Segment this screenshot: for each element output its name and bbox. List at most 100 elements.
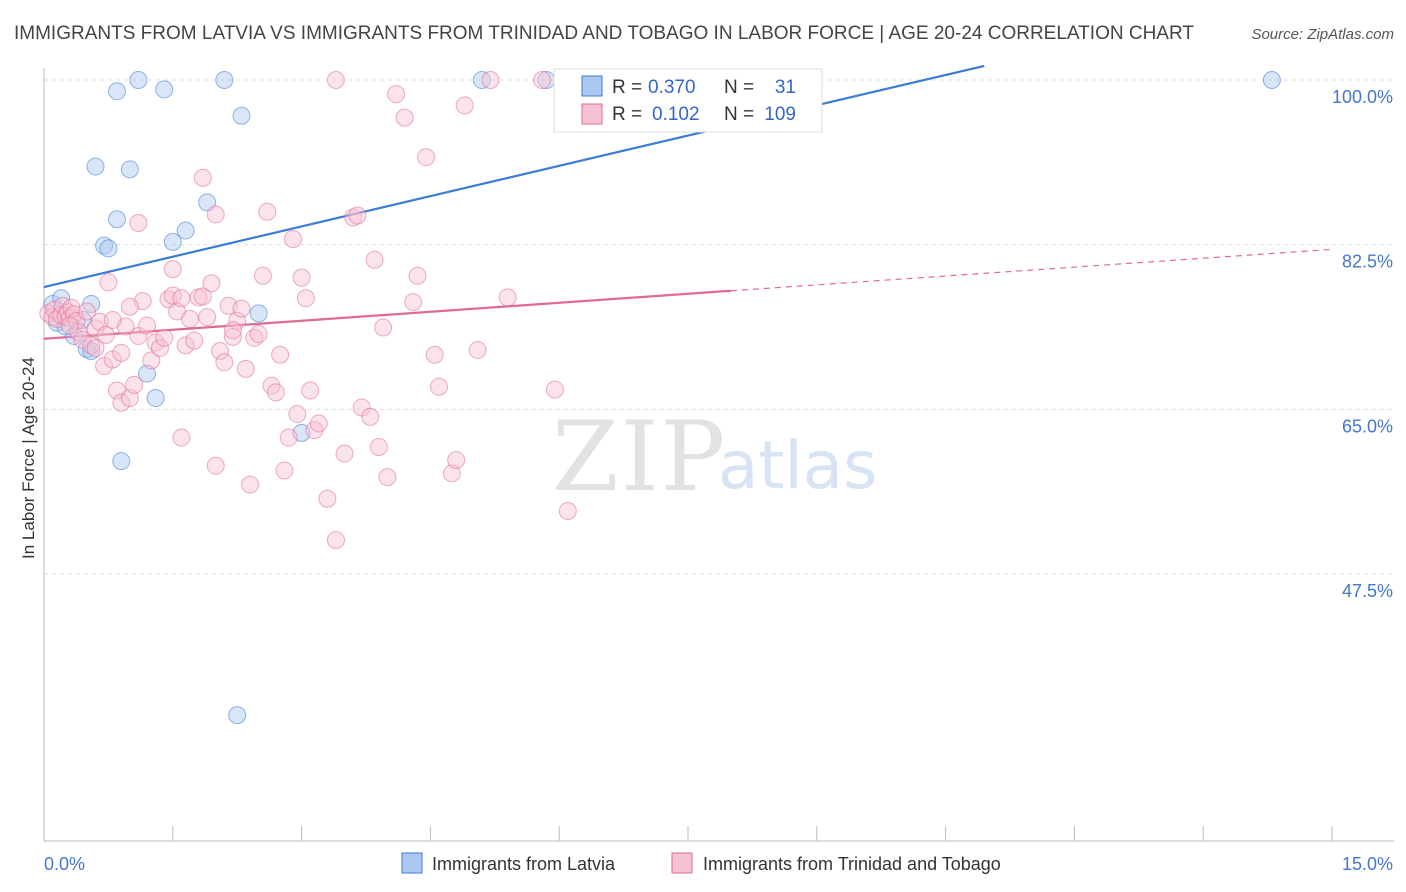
data-point	[86, 157, 105, 176]
legend-swatch-latvia	[401, 852, 423, 874]
data-point	[326, 531, 345, 550]
stats-r-value-latvia: 0.370	[648, 77, 696, 98]
data-point	[369, 437, 388, 456]
data-point	[387, 85, 406, 104]
data-point	[129, 214, 148, 233]
data-point	[215, 353, 234, 372]
data-point	[279, 428, 298, 447]
stats-n-label-latvia: N =	[724, 77, 754, 98]
data-point	[232, 106, 251, 125]
stats-swatch-latvia	[581, 75, 603, 97]
data-point	[455, 96, 474, 115]
data-point	[284, 230, 303, 249]
data-point	[271, 345, 290, 364]
data-point	[112, 343, 131, 362]
data-point	[275, 461, 294, 480]
data-point	[253, 266, 272, 285]
data-point	[288, 405, 307, 424]
watermark-zip: ZIP	[552, 401, 727, 513]
data-point	[202, 274, 221, 293]
data-point	[1262, 71, 1281, 89]
data-point	[292, 268, 311, 287]
y-tick-label: 100.0%	[1332, 87, 1393, 107]
chart-title: IMMIGRANTS FROM LATVIA VS IMMIGRANTS FRO…	[14, 23, 1194, 44]
data-point	[138, 316, 157, 335]
y-tick-labels: 100.0% 82.5% 65.0% 47.5%	[1332, 87, 1393, 601]
y-tick-label: 65.0%	[1342, 416, 1393, 436]
data-point	[417, 148, 436, 167]
series-0-points	[43, 71, 1281, 725]
data-point	[378, 468, 397, 487]
data-point	[236, 359, 255, 378]
trend-line	[43, 289, 732, 340]
data-point	[429, 377, 448, 396]
data-point	[142, 351, 161, 370]
data-point	[185, 331, 204, 350]
data-point	[395, 108, 414, 127]
data-point	[163, 260, 182, 279]
data-point	[112, 452, 131, 471]
data-point	[266, 383, 285, 402]
data-point	[309, 414, 328, 433]
data-point	[545, 380, 564, 399]
data-point	[408, 266, 427, 285]
trend-line	[43, 64, 985, 289]
data-point	[301, 381, 320, 400]
data-point	[107, 82, 126, 101]
stats-r-label-latvia: R =	[612, 77, 642, 98]
data-point	[498, 288, 517, 307]
data-point	[176, 221, 195, 240]
data-point	[73, 330, 92, 349]
data-point	[241, 475, 260, 494]
data-point	[155, 80, 174, 99]
data-point	[150, 339, 169, 358]
data-point	[468, 341, 487, 360]
data-point	[425, 345, 444, 364]
data-point	[155, 328, 174, 347]
chart-source: Source: ZipAtlas.com	[1251, 26, 1394, 43]
data-point	[172, 428, 191, 447]
data-point	[86, 339, 105, 358]
trend-line-extension	[730, 248, 1333, 292]
data-point	[558, 501, 577, 520]
stats-box: R = 0.370 N = 31 R = 0.102 N = 109	[553, 68, 823, 133]
data-point	[318, 489, 337, 508]
data-point	[206, 456, 225, 475]
data-point	[120, 297, 139, 316]
data-point	[172, 289, 191, 308]
y-tick-label: 47.5%	[1342, 581, 1393, 601]
data-point	[249, 304, 268, 323]
data-point	[77, 302, 96, 321]
data-point	[198, 193, 217, 212]
data-point	[258, 202, 277, 221]
data-point	[361, 407, 380, 426]
data-point	[60, 316, 79, 335]
data-point	[296, 289, 315, 308]
data-point	[112, 393, 131, 412]
scatter-points	[39, 71, 1281, 725]
data-point	[348, 206, 367, 225]
legend-swatch-trinidad	[671, 852, 693, 874]
stats-r-value-trinidad: 0.102	[652, 104, 700, 125]
data-point	[107, 210, 126, 229]
data-point	[481, 71, 500, 89]
legend: Immigrants from Latvia Immigrants from T…	[401, 852, 1001, 874]
legend-label-latvia: Immigrants from Latvia	[432, 854, 616, 874]
data-point	[163, 232, 182, 251]
data-point	[228, 311, 247, 330]
watermark-atlas: atlas	[718, 427, 878, 504]
data-point	[103, 310, 122, 329]
data-point	[146, 389, 165, 408]
watermark: ZIP atlas	[552, 401, 878, 513]
x-tick-label-min: 0.0%	[44, 854, 85, 874]
data-point	[232, 299, 251, 318]
data-point	[215, 71, 234, 89]
data-point	[180, 310, 199, 329]
data-point	[228, 706, 247, 725]
data-point	[374, 318, 393, 337]
x-tick-label-max: 15.0%	[1342, 854, 1393, 874]
stats-r-label-trinidad: R =	[612, 104, 642, 125]
stats-n-value-trinidad: 109	[764, 104, 796, 125]
data-point	[176, 336, 195, 355]
